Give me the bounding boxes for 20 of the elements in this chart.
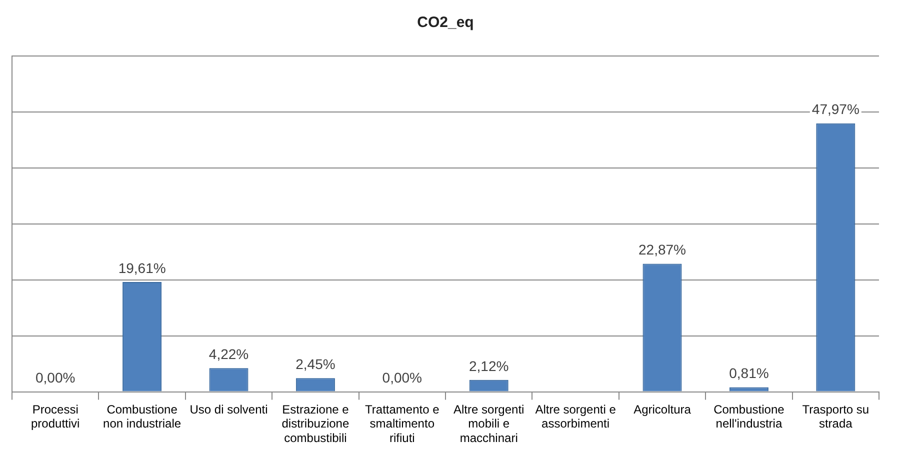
x-tick-label: Agricoltura [634,402,692,416]
x-tick-label: Altre sorgenti e assorbimenti [535,402,616,431]
x-tick-label: Trasporto su strada [802,402,870,431]
chart-title: CO2_eq [417,14,474,32]
x-tick-label: Trattamento e smaltimento rifiuti [365,402,440,446]
x-tick-label: Uso di solventi [190,402,268,416]
data-label: 4,22% [208,346,249,362]
x-tick-label: Combustione non industriale [103,402,182,431]
x-tick-label: Altre sorgenti mobili e macchinari [454,402,524,446]
x-tick-label: Combustione nell'industria [714,402,785,431]
x-tick-label: Estrazione e distribuzione combustibili [282,402,350,446]
data-label: 0,81% [729,365,769,382]
data-label: 2,45% [296,356,336,372]
data-label: 47,97% [812,101,860,118]
data-label: 0,00% [36,370,76,386]
data-label: 22,87% [638,242,686,258]
data-label: 2,12% [469,358,509,374]
data-label: 19,61% [118,260,166,276]
x-tick-label: Processi produttivi [31,402,80,431]
data-label: 0,00% [382,370,422,386]
